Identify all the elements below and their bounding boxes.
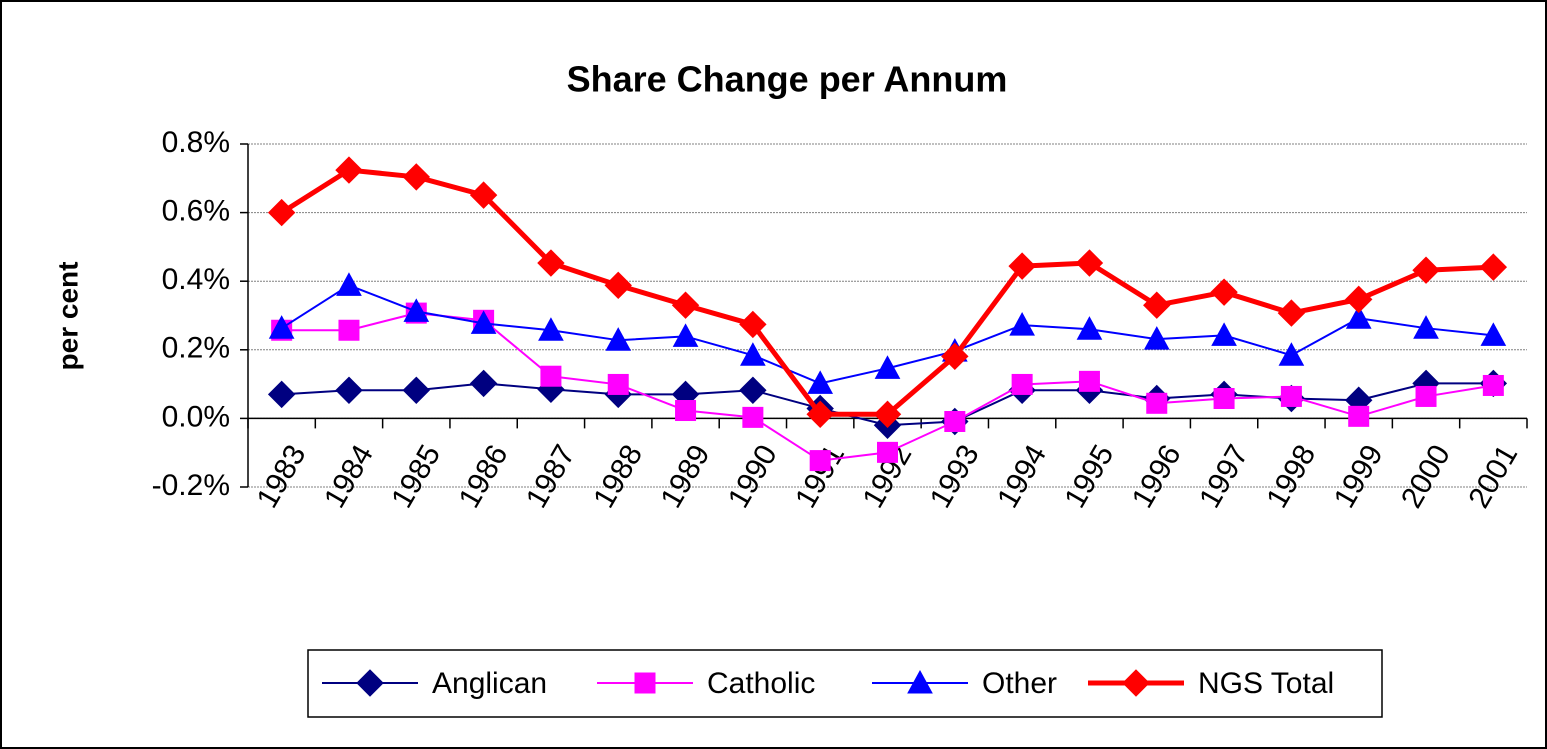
marker	[604, 271, 632, 300]
marker	[672, 323, 699, 347]
marker	[607, 373, 629, 395]
marker	[469, 369, 498, 398]
y-axis-label: per cent	[52, 262, 83, 371]
marker	[469, 181, 498, 209]
y-tick-label: 0.6%	[162, 195, 230, 228]
marker	[740, 342, 766, 366]
marker	[1143, 291, 1171, 319]
marker	[739, 310, 767, 339]
marker	[605, 327, 632, 351]
marker	[338, 319, 360, 341]
marker	[336, 272, 362, 296]
marker	[1480, 322, 1507, 346]
marker	[470, 310, 497, 334]
legend-marker	[634, 672, 656, 694]
marker	[873, 400, 902, 428]
y-tick-label: 0.8%	[162, 126, 230, 159]
marker	[1348, 405, 1370, 427]
marker	[944, 410, 966, 432]
marker	[877, 441, 898, 463]
marker	[538, 317, 564, 341]
marker	[1011, 373, 1033, 395]
marker	[742, 406, 764, 428]
marker	[1076, 316, 1103, 340]
marker	[1415, 385, 1437, 407]
marker	[1278, 342, 1305, 366]
marker	[1143, 326, 1170, 350]
marker	[1210, 278, 1238, 306]
marker	[1482, 374, 1504, 396]
legend-marker	[1122, 669, 1150, 697]
legend-box	[307, 649, 1383, 718]
marker	[671, 291, 700, 319]
marker	[739, 376, 767, 404]
marker	[1277, 299, 1306, 327]
marker	[874, 355, 901, 379]
marker	[1345, 285, 1373, 314]
marker	[1479, 253, 1508, 281]
marker	[1213, 388, 1235, 410]
legend-label: Anglican	[432, 667, 547, 700]
marker	[1078, 370, 1100, 392]
y-tick-label: -0.2%	[152, 469, 230, 502]
legend-label: NGS Total	[1198, 667, 1334, 700]
marker	[267, 380, 296, 409]
marker	[1345, 305, 1372, 329]
marker	[540, 365, 562, 387]
marker	[806, 400, 834, 428]
marker	[1211, 322, 1237, 346]
marker	[941, 342, 969, 371]
legend-label: Other	[982, 667, 1057, 700]
marker	[402, 376, 430, 404]
marker	[1146, 392, 1168, 414]
marker	[1412, 256, 1440, 284]
marker	[809, 450, 831, 472]
marker	[268, 315, 295, 339]
marker	[335, 376, 363, 404]
marker	[537, 249, 565, 277]
marker	[1413, 315, 1439, 339]
marker	[1008, 252, 1036, 280]
marker	[335, 156, 363, 184]
y-tick-label: 0.0%	[162, 400, 230, 433]
y-tick-label: 0.4%	[162, 263, 230, 296]
y-tick-label: 0.2%	[162, 332, 230, 365]
chart-title: Share Change per Annum	[567, 59, 1008, 100]
marker	[1075, 249, 1104, 277]
legend-label: Catholic	[707, 667, 815, 700]
marker	[807, 370, 834, 394]
marker	[267, 198, 296, 227]
legend-marker	[356, 669, 384, 697]
marker	[403, 298, 430, 322]
marker	[402, 163, 430, 191]
marker	[1280, 385, 1302, 407]
marker	[1009, 312, 1035, 336]
legend-marker	[907, 669, 933, 694]
marker	[675, 400, 697, 422]
